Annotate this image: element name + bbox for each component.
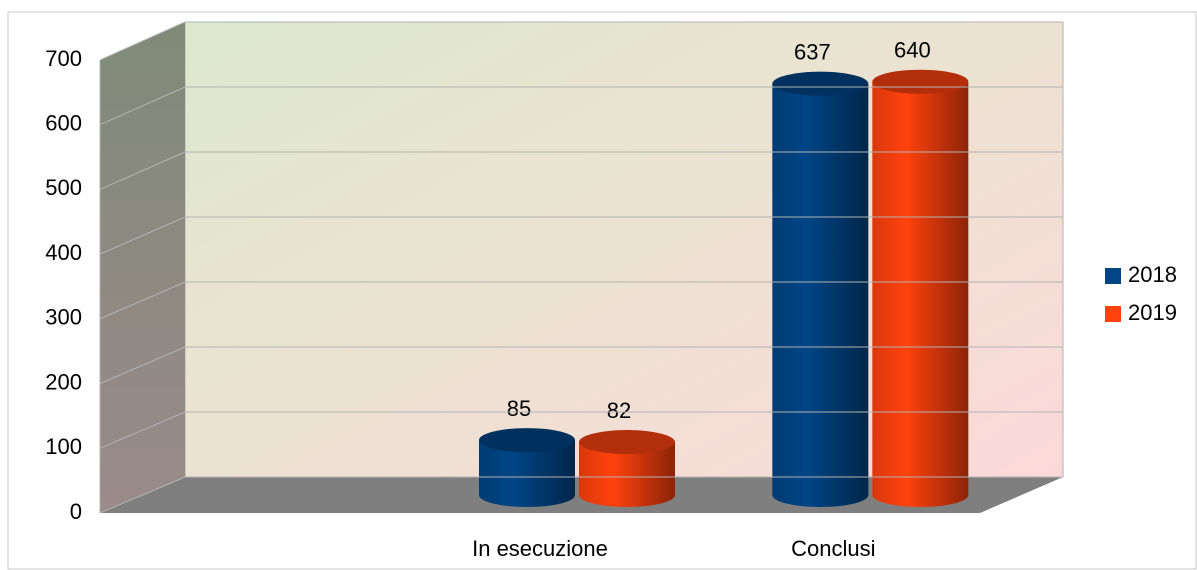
y-tick-label: 500 — [45, 175, 82, 200]
side-grid-line — [99, 346, 186, 385]
value-label: 82 — [607, 398, 631, 423]
x-tick-label: Conclusi — [791, 536, 875, 561]
y-tick-label: 700 — [45, 46, 82, 71]
side-wall — [100, 22, 185, 513]
bar-top — [772, 71, 869, 96]
frame — [7, 11, 1197, 570]
side-grid-line — [99, 151, 186, 190]
x-tick-label: In esecuzione — [472, 536, 608, 561]
y-tick-label: 400 — [45, 240, 82, 265]
y-tick-label: 100 — [45, 434, 82, 459]
side-grid-line — [99, 476, 186, 514]
side-grid-line — [99, 21, 186, 61]
y-tick-label: 600 — [45, 111, 82, 136]
bar — [479, 440, 575, 507]
legend-swatch — [1105, 306, 1121, 322]
bar — [872, 81, 969, 507]
side-grid-line — [99, 216, 186, 255]
bar — [772, 83, 869, 508]
bar-top — [872, 69, 969, 94]
side-grid-line — [99, 86, 186, 126]
legend-swatch — [1105, 268, 1121, 284]
side-grid-line — [99, 411, 186, 449]
value-label: 637 — [794, 39, 831, 64]
bar-top — [579, 430, 675, 455]
legend-label: 2019 — [1128, 300, 1177, 325]
side-grid-line — [99, 281, 186, 320]
value-label: 640 — [894, 38, 931, 63]
y-tick-label: 300 — [45, 305, 82, 330]
value-label: 85 — [507, 396, 531, 421]
bar-top — [479, 428, 575, 453]
y-tick-label: 200 — [45, 369, 82, 394]
legend-label: 2018 — [1128, 262, 1177, 287]
bar — [579, 442, 675, 507]
y-tick-label: 0 — [70, 499, 82, 524]
